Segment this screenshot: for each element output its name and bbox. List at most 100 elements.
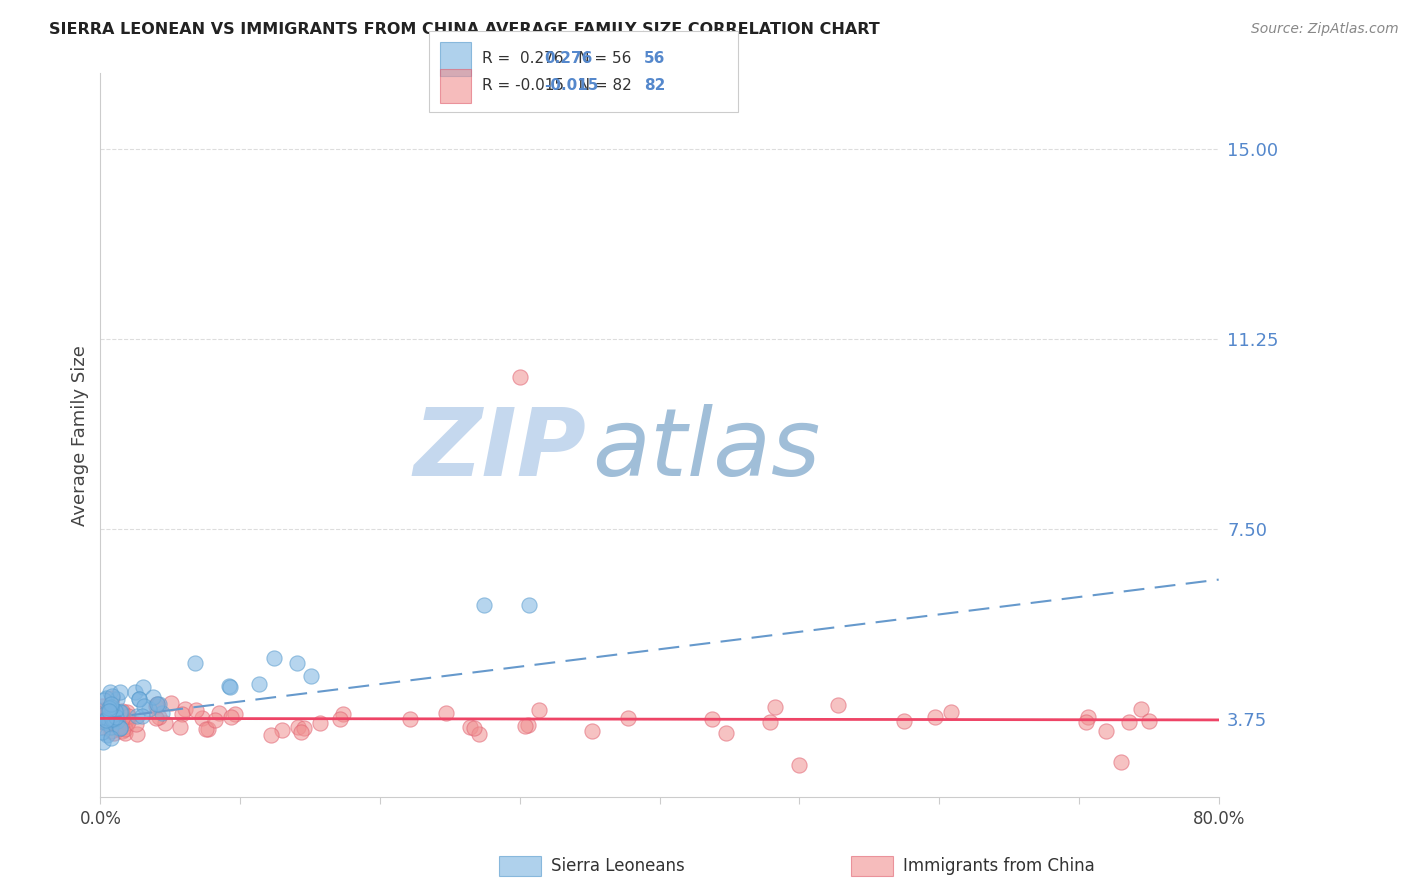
- Point: [142, 690, 165, 704]
- Point: [98, 708, 121, 723]
- Point: [145, 697, 167, 711]
- Point: [98, 711, 121, 725]
- Point: [893, 714, 915, 729]
- Point: [94, 713, 117, 727]
- Point: [399, 712, 422, 726]
- Point: [617, 711, 640, 725]
- Point: [103, 712, 125, 726]
- Point: [299, 669, 322, 683]
- Point: [91, 714, 114, 729]
- Point: [515, 719, 537, 733]
- Point: [924, 710, 946, 724]
- Point: [224, 707, 246, 722]
- Point: [125, 709, 148, 723]
- Point: [309, 716, 332, 731]
- Point: [107, 691, 129, 706]
- Text: atlas: atlas: [592, 404, 821, 495]
- Point: [101, 712, 124, 726]
- Point: [190, 711, 212, 725]
- Point: [115, 713, 138, 727]
- Point: [128, 692, 150, 706]
- Point: [107, 709, 129, 723]
- Point: [218, 679, 240, 693]
- Point: [247, 677, 270, 691]
- Point: [939, 705, 962, 719]
- Point: [145, 698, 167, 713]
- Point: [124, 685, 146, 699]
- Point: [117, 709, 139, 723]
- Text: SIERRA LEONEAN VS IMMIGRANTS FROM CHINA AVERAGE FAMILY SIZE CORRELATION CHART: SIERRA LEONEAN VS IMMIGRANTS FROM CHINA …: [49, 22, 880, 37]
- Point: [100, 698, 122, 712]
- Point: [132, 680, 155, 694]
- Point: [97, 714, 120, 728]
- Text: Sierra Leoneans: Sierra Leoneans: [551, 857, 685, 875]
- Point: [91, 724, 114, 739]
- Point: [91, 702, 114, 716]
- Point: [148, 710, 170, 724]
- Point: [91, 704, 114, 718]
- Point: [138, 701, 160, 715]
- Y-axis label: Average Family Size: Average Family Size: [72, 345, 89, 525]
- Point: [148, 698, 170, 712]
- Point: [93, 714, 115, 728]
- Point: [114, 726, 136, 740]
- Point: [1076, 714, 1098, 729]
- Point: [105, 714, 128, 728]
- Point: [125, 717, 148, 731]
- Point: [100, 710, 122, 724]
- Point: [125, 727, 148, 741]
- Point: [98, 714, 121, 728]
- Point: [108, 685, 131, 699]
- Text: 82: 82: [644, 78, 665, 93]
- Point: [96, 691, 118, 706]
- Text: Immigrants from China: Immigrants from China: [903, 857, 1094, 875]
- Point: [1130, 702, 1153, 716]
- Point: [98, 701, 121, 715]
- Point: [111, 723, 134, 738]
- Point: [458, 720, 481, 734]
- Point: [110, 704, 132, 718]
- Point: [516, 717, 538, 731]
- Point: [94, 715, 117, 730]
- Point: [218, 681, 240, 695]
- Point: [150, 706, 173, 720]
- Point: [93, 692, 115, 706]
- Point: [716, 725, 738, 739]
- Point: [115, 716, 138, 731]
- Point: [467, 727, 489, 741]
- Point: [101, 705, 124, 719]
- Point: [91, 720, 114, 734]
- Point: [145, 697, 167, 711]
- Point: [259, 728, 281, 742]
- Point: [184, 656, 207, 670]
- Point: [104, 705, 127, 719]
- Point: [117, 705, 139, 719]
- Point: [100, 702, 122, 716]
- Point: [153, 716, 176, 731]
- Point: [204, 713, 226, 727]
- Point: [97, 704, 120, 718]
- Point: [131, 708, 153, 723]
- Point: [100, 723, 122, 738]
- Point: [219, 710, 242, 724]
- Point: [517, 598, 540, 612]
- Point: [1095, 723, 1118, 738]
- Point: [110, 714, 132, 728]
- Point: [581, 723, 603, 738]
- Point: [292, 721, 315, 735]
- Point: [117, 714, 139, 729]
- Point: [100, 720, 122, 734]
- Point: [108, 706, 131, 721]
- Point: [434, 706, 457, 720]
- Point: [104, 709, 127, 723]
- Point: [197, 723, 219, 737]
- Point: [91, 714, 114, 728]
- Point: [763, 700, 786, 714]
- Text: R = -0.015   N = 82: R = -0.015 N = 82: [482, 78, 633, 93]
- Point: [105, 710, 128, 724]
- Point: [170, 707, 193, 722]
- Point: [96, 728, 118, 742]
- Point: [111, 713, 134, 727]
- Point: [104, 704, 127, 718]
- Point: [287, 720, 309, 734]
